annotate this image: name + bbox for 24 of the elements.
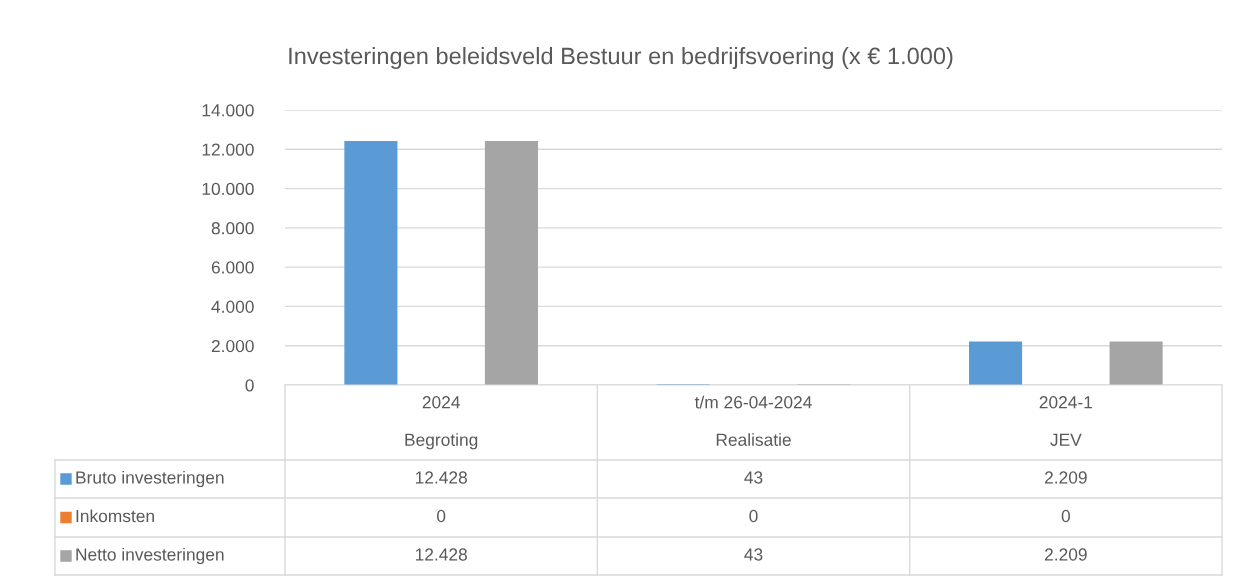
y-tick-label: 6.000	[211, 261, 254, 274]
y-tick-label: 12.000	[202, 143, 254, 156]
category-label: t/m 26-04-2024 Realisatie	[694, 395, 812, 446]
legend-label: Netto investeringen	[76, 547, 224, 565]
data-label: 43	[744, 471, 763, 484]
legend-label: Inkomsten	[76, 509, 154, 523]
y-tick-label: 14.000	[202, 104, 254, 117]
y-tick-label: 10.000	[202, 182, 254, 196]
data-label: 0	[437, 509, 446, 523]
data-label: 0	[1061, 509, 1070, 523]
data-label: 2.209	[1044, 471, 1087, 484]
data-label: 43	[744, 548, 763, 561]
legend-label: Bruto investeringen	[76, 470, 224, 488]
category-label: 2024-1 JEV	[1039, 396, 1093, 446]
y-tick-label: 4.000	[211, 300, 254, 313]
y-tick-label: 0	[245, 379, 254, 392]
y-tick-label: 2.000	[211, 339, 254, 353]
category-label: 2024 Begroting	[405, 396, 478, 450]
data-label: 12.428	[415, 548, 467, 561]
chart-title: Investeringen beleidsveld Bestuur en bedrijfsvoering (x € 1.000)	[289, 47, 953, 69]
data-label: 12.428	[415, 471, 467, 484]
data-label: 0	[749, 509, 758, 523]
data-label: 2.209	[1044, 548, 1087, 561]
y-tick-label: 8.000	[211, 222, 254, 235]
